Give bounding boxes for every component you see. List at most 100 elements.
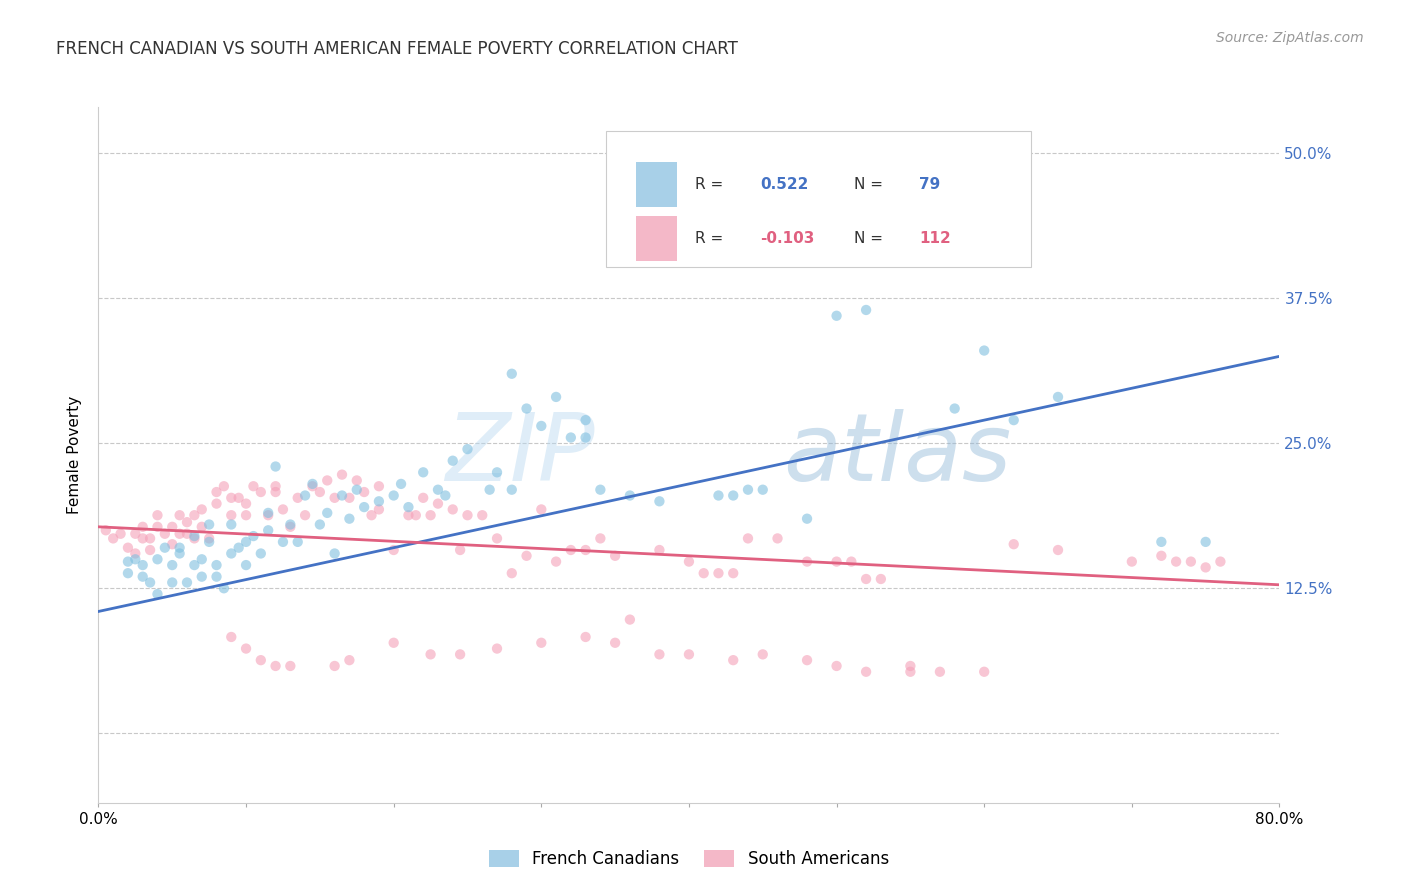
Point bbox=[360, 508, 382, 523]
Point bbox=[353, 500, 375, 514]
Point bbox=[346, 483, 368, 497]
Point bbox=[205, 497, 228, 511]
Point bbox=[264, 479, 287, 493]
Point bbox=[264, 485, 287, 500]
Point bbox=[191, 552, 214, 566]
Point bbox=[339, 491, 361, 505]
Point bbox=[264, 659, 287, 673]
Point bbox=[280, 520, 302, 534]
Point bbox=[575, 543, 598, 558]
Point bbox=[516, 401, 538, 416]
Point bbox=[301, 479, 323, 493]
Point bbox=[235, 534, 257, 549]
Point bbox=[191, 570, 214, 584]
Point bbox=[271, 502, 294, 516]
Point bbox=[530, 502, 553, 516]
Point bbox=[176, 575, 198, 590]
Point bbox=[191, 520, 214, 534]
Point bbox=[132, 532, 155, 546]
Point bbox=[575, 413, 598, 427]
Point bbox=[309, 517, 332, 532]
Point bbox=[1002, 413, 1025, 427]
Point bbox=[419, 508, 441, 523]
Point bbox=[212, 582, 235, 596]
Point bbox=[309, 485, 332, 500]
Point bbox=[486, 466, 509, 480]
Text: N =: N = bbox=[855, 231, 889, 245]
Point bbox=[117, 566, 139, 581]
Point bbox=[257, 506, 280, 520]
Point bbox=[648, 543, 671, 558]
FancyBboxPatch shape bbox=[606, 131, 1032, 267]
Point bbox=[855, 572, 877, 586]
Point bbox=[1166, 555, 1188, 569]
Point bbox=[316, 474, 339, 488]
Point bbox=[398, 500, 420, 514]
Point bbox=[796, 511, 818, 525]
Point bbox=[560, 430, 582, 444]
Point bbox=[619, 489, 641, 503]
Point bbox=[929, 665, 952, 679]
Point bbox=[124, 546, 146, 561]
Point bbox=[250, 485, 273, 500]
Point bbox=[516, 549, 538, 563]
Point bbox=[94, 523, 117, 537]
Point bbox=[1046, 543, 1070, 558]
Point bbox=[1150, 549, 1173, 563]
Point bbox=[221, 546, 243, 561]
Legend: French Canadians, South Americans: French Canadians, South Americans bbox=[482, 843, 896, 874]
Point bbox=[264, 459, 287, 474]
Point bbox=[139, 575, 162, 590]
Point bbox=[427, 497, 450, 511]
Point bbox=[825, 309, 848, 323]
Point bbox=[1150, 534, 1173, 549]
Point bbox=[419, 648, 441, 662]
Point bbox=[287, 491, 309, 505]
Point bbox=[235, 641, 257, 656]
Text: -0.103: -0.103 bbox=[759, 231, 814, 245]
Point bbox=[117, 555, 139, 569]
Point bbox=[900, 659, 922, 673]
Point bbox=[478, 483, 501, 497]
Point bbox=[124, 526, 146, 541]
Point bbox=[389, 476, 412, 491]
Point bbox=[110, 526, 132, 541]
Point bbox=[427, 483, 450, 497]
Point bbox=[441, 502, 464, 516]
Text: N =: N = bbox=[855, 178, 889, 192]
Point bbox=[169, 541, 191, 555]
Bar bbox=[636, 216, 678, 260]
Point bbox=[183, 532, 205, 546]
Text: 112: 112 bbox=[920, 231, 950, 245]
Point bbox=[575, 630, 598, 644]
Point bbox=[271, 534, 294, 549]
Point bbox=[301, 476, 323, 491]
Point bbox=[162, 558, 183, 573]
Point bbox=[146, 520, 169, 534]
Text: 79: 79 bbox=[920, 178, 941, 192]
Point bbox=[449, 648, 471, 662]
Text: ZIP: ZIP bbox=[444, 409, 595, 500]
Point bbox=[723, 653, 745, 667]
Point bbox=[589, 532, 612, 546]
Point bbox=[280, 517, 302, 532]
Text: R =: R = bbox=[695, 178, 728, 192]
Point bbox=[176, 526, 198, 541]
Point bbox=[900, 665, 922, 679]
Point bbox=[1209, 555, 1232, 569]
Point bbox=[457, 508, 479, 523]
Point bbox=[605, 549, 627, 563]
Point bbox=[132, 570, 155, 584]
Y-axis label: Female Poverty: Female Poverty bbox=[67, 396, 83, 514]
Point bbox=[1180, 555, 1202, 569]
Point bbox=[723, 566, 745, 581]
Point bbox=[619, 613, 641, 627]
Point bbox=[242, 479, 264, 493]
Point bbox=[146, 552, 169, 566]
Point bbox=[339, 511, 361, 525]
Point bbox=[132, 558, 155, 573]
Point bbox=[323, 546, 346, 561]
Point bbox=[471, 508, 494, 523]
Point bbox=[841, 555, 863, 569]
Point bbox=[132, 520, 155, 534]
